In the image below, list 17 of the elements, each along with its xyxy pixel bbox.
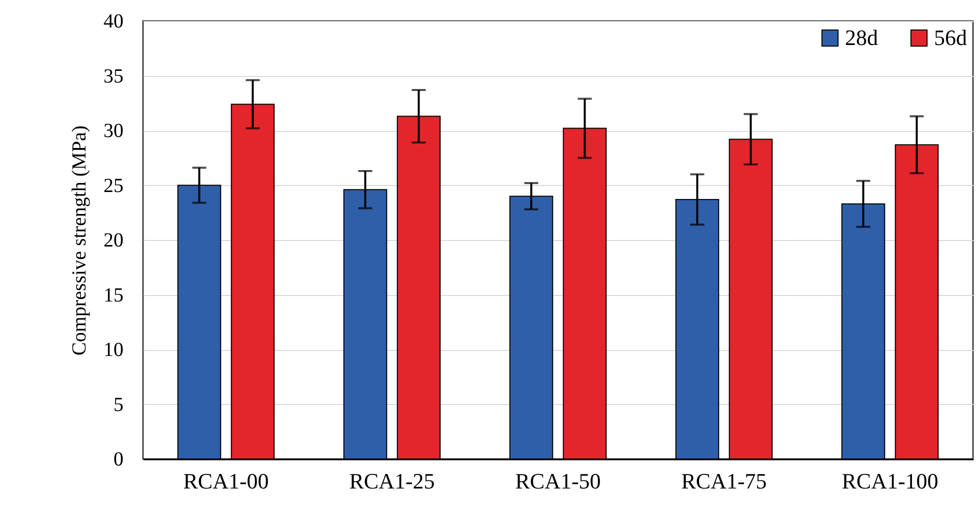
y-tick-label: 0 <box>114 448 124 470</box>
legend-label: 28d <box>845 25 878 50</box>
y-tick-label: 35 <box>104 65 124 88</box>
x-tick-label: RCA1-100 <box>842 468 938 494</box>
x-tick-label: RCA1-00 <box>183 468 269 494</box>
y-tick-label: 15 <box>104 284 124 306</box>
y-tick-label: 10 <box>104 339 124 361</box>
y-tick-label: 30 <box>104 120 124 142</box>
y-tick-label: 40 <box>104 10 124 32</box>
y-axis-title: Compressive strength (MPa) <box>68 126 90 356</box>
y-tick-label: 20 <box>104 230 124 252</box>
x-tick-label: RCA1-50 <box>515 468 601 494</box>
x-tick-label: RCA1-25 <box>349 468 435 494</box>
x-tick-label: RCA1-75 <box>681 468 767 494</box>
legend-label: 56d <box>934 25 967 50</box>
y-tick-label: 25 <box>104 174 124 197</box>
y-tick-label: 5 <box>114 394 124 416</box>
